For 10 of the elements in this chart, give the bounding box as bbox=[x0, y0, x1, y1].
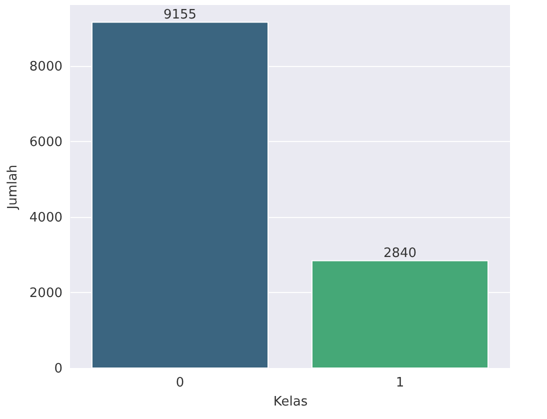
y-tick-label: 6000 bbox=[29, 134, 62, 150]
y-tick-label: 2000 bbox=[29, 286, 62, 301]
y-tick-label: 4000 bbox=[29, 210, 62, 226]
x-axis-title: Kelas bbox=[273, 394, 308, 410]
y-tick-label: 8000 bbox=[29, 59, 62, 74]
y-axis-title: Jumlah bbox=[5, 164, 20, 210]
x-tick-label: 1 bbox=[396, 376, 404, 390]
y-tick-label: 0 bbox=[54, 362, 62, 376]
data-label: 2840 bbox=[383, 246, 417, 261]
data-label: 9155 bbox=[163, 7, 197, 22]
